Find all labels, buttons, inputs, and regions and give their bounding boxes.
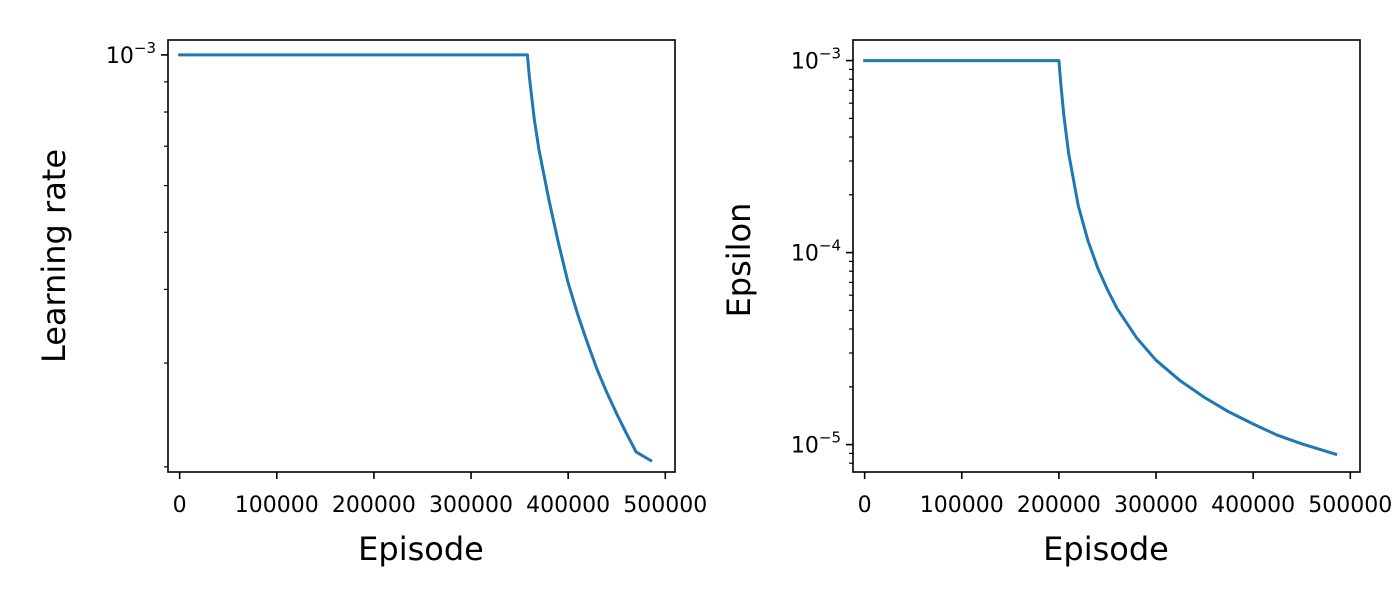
x-tick-label: 400000 [1211,493,1295,518]
x-tick-label: 300000 [1114,493,1198,518]
x-tick-label: 400000 [526,493,610,518]
x-tick-label: 200000 [1017,493,1101,518]
x-tick-label: 0 [858,493,872,518]
series-line [863,59,1338,457]
y-tick-label: 10−3 [791,45,841,75]
epsilon-chart: Epsilon Episode 0 100000 200000 300000 40000… [720,39,1392,568]
x-tick-label: 100000 [235,493,319,518]
learning-rate-chart: Learning rate Episode 0 100000 200000 30000… [35,39,707,568]
x-tick-label: 100000 [920,493,1004,518]
y-tick-label: 10−3 [106,39,156,69]
x-axis-label: Episode [1043,530,1169,568]
x-tick-label: 500000 [1308,493,1392,518]
series-line [178,53,653,463]
x-axis-label: Episode [358,530,484,568]
y-axis-label: Epsilon [720,203,758,318]
y-axis-label: Learning rate [35,149,73,363]
x-tick-label: 200000 [332,493,416,518]
plot-frame [167,39,676,473]
y-tick-label: 10−5 [791,429,841,459]
x-tick-label: 0 [173,493,187,518]
y-tick-label: 10−4 [791,237,841,267]
x-tick-label: 300000 [429,493,513,518]
x-tick-label: 500000 [623,493,707,518]
plot-frame [852,39,1361,473]
